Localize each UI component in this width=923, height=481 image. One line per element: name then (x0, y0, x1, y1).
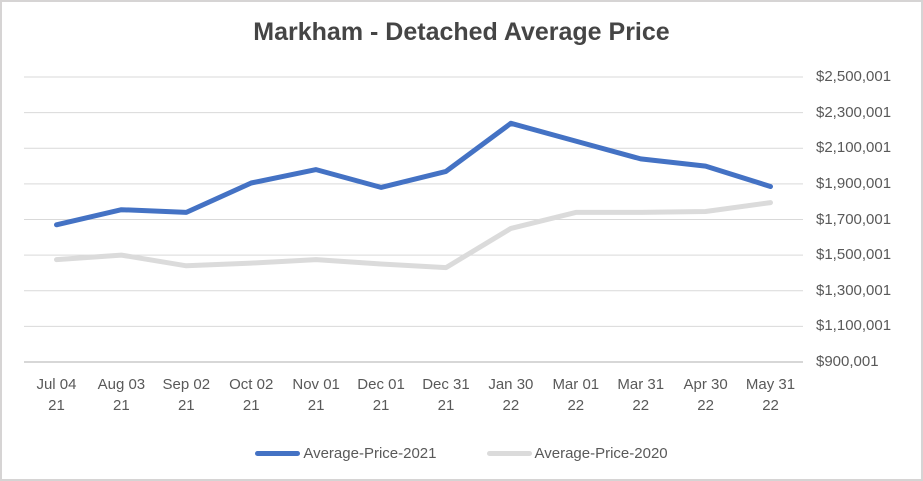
y-tick-label: $900,001 (816, 353, 879, 370)
x-tick-label: Nov 01 21 (271, 374, 361, 416)
x-tick-year: 21 (242, 397, 260, 414)
x-tick-label: Aug 03 21 (76, 374, 166, 416)
x-tick-year: 21 (307, 397, 325, 414)
x-tick-label: Dec 31 21 (401, 374, 491, 416)
x-tick-label: Mar 01 22 (531, 374, 621, 416)
x-tick-label: Oct 02 21 (206, 374, 296, 416)
x-tick-year: 22 (567, 397, 585, 414)
x-tick-date: Nov 01 (292, 376, 340, 393)
x-tick-date: Jan 30 (488, 376, 534, 393)
y-tick-label: $1,300,001 (816, 281, 892, 299)
x-tick-year: 21 (177, 397, 195, 414)
series-line-average-price-2021 (54, 120, 773, 228)
x-tick-date: Mar 01 (552, 376, 600, 393)
x-tick-label: May 31 22 (726, 374, 816, 416)
y-tick-label: $2,300,001 (816, 103, 892, 121)
x-tick-date: Oct 02 (229, 376, 274, 393)
x-tick-label: Sep 02 21 (141, 374, 231, 416)
x-tick-label: Dec 01 21 (336, 374, 426, 416)
series-line-average-price-2020 (54, 200, 773, 271)
legend-label: Average-Price-2021 (303, 445, 437, 462)
x-tick-date: Aug 03 (97, 376, 146, 393)
y-tick-label: $1,900,001 (816, 174, 892, 192)
y-tick-label: $1,700,001 (816, 210, 892, 228)
x-tick-year: 21 (48, 397, 65, 414)
y-tick-label: $1,500,001 (816, 246, 892, 264)
x-tick-date: Dec 31 (422, 376, 470, 393)
x-tick-date: Apr 30 (683, 376, 728, 393)
x-tick-date: Jul 04 (36, 376, 77, 393)
chart-legend: Average-Price-2021 Average-Price-2020 (2, 445, 921, 462)
x-tick-year: 21 (113, 397, 130, 414)
x-tick-date: May 31 (745, 376, 796, 393)
legend-item-average-price-2021: Average-Price-2021 (255, 445, 437, 462)
y-tick-label: $2,100,001 (816, 139, 892, 157)
chart-title: Markham - Detached Average Price (253, 18, 670, 46)
x-tick-date: Dec 01 (357, 376, 405, 393)
legend-label: Average-Price-2020 (534, 445, 668, 462)
y-tick-label: $2,500,001 (816, 68, 892, 85)
legend-swatch-average-price-2021 (255, 451, 301, 456)
x-tick-year: 22 (697, 397, 714, 414)
legend-swatch-average-price-2020 (486, 451, 532, 456)
x-tick-year: 22 (632, 397, 650, 414)
x-tick-date: Mar 31 (617, 376, 665, 393)
x-tick-year: 22 (762, 397, 779, 414)
legend-item-average-price-2020: Average-Price-2020 (486, 445, 668, 462)
y-tick-label: $1,100,001 (816, 317, 892, 335)
x-tick-year: 22 (502, 397, 520, 414)
x-tick-label: Apr 30 22 (661, 374, 751, 416)
x-tick-year: 21 (372, 397, 390, 414)
x-tick-label: Mar 31 22 (596, 374, 686, 416)
x-tick-label: Jan 30 22 (466, 374, 556, 416)
x-tick-date: Sep 02 (162, 376, 211, 393)
x-tick-label: Jul 04 21 (11, 374, 101, 416)
x-tick-year: 21 (437, 397, 455, 414)
